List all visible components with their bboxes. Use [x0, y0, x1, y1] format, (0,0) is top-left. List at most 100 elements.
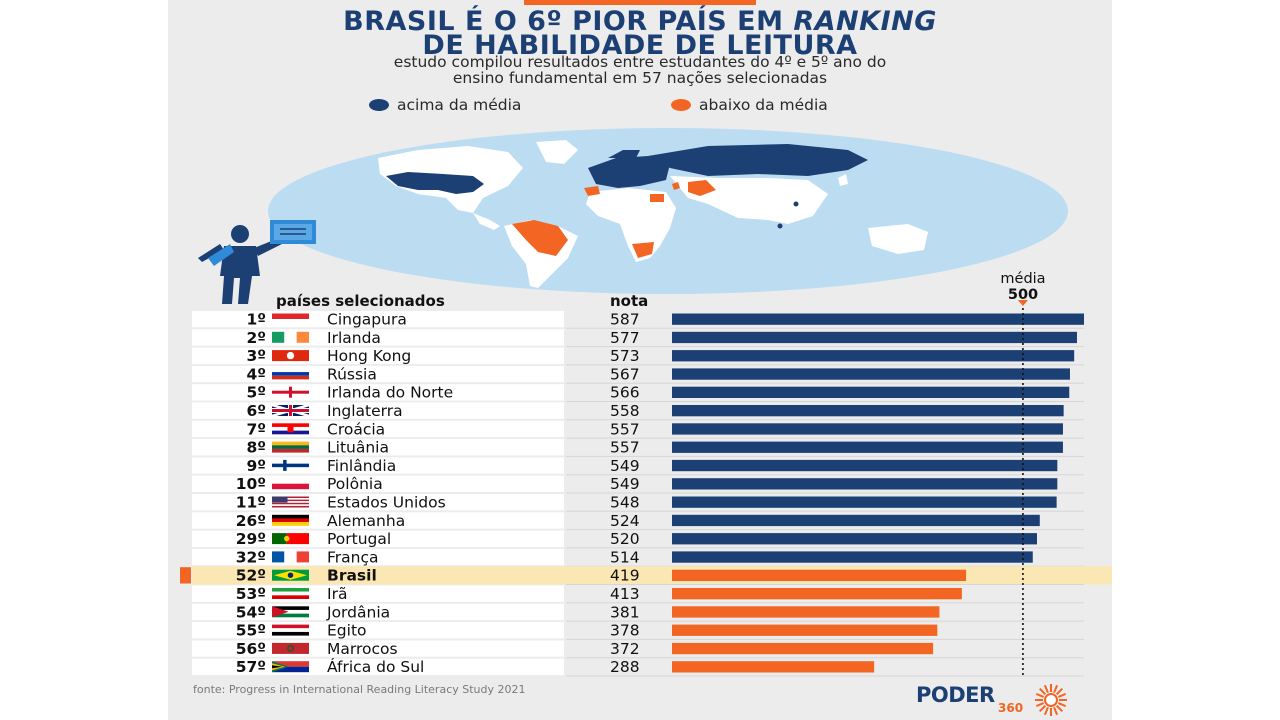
rank-label: 55º	[236, 622, 266, 640]
flag-lt-icon	[272, 445, 309, 449]
flag-za-icon	[272, 661, 309, 667]
rank-label: 10º	[236, 475, 266, 493]
flag-eg-icon	[272, 631, 309, 636]
flag-us-icon	[272, 496, 309, 499]
bar-alemanha	[672, 514, 1040, 527]
flag-za-icon	[272, 666, 309, 673]
logo-name: PODER	[916, 683, 995, 707]
score-label: 549	[610, 475, 640, 493]
bar-portugal	[672, 533, 1037, 545]
title-line-2: DE HABILIDADE DE LEITURA	[422, 30, 858, 61]
score-label: 558	[610, 402, 640, 420]
score-label: 520	[610, 530, 640, 548]
europe-shape	[588, 156, 670, 188]
flag-fr-icon	[296, 551, 309, 563]
score-label: 573	[610, 347, 640, 365]
bar-polônia	[672, 478, 1058, 490]
score-label: 419	[610, 567, 640, 585]
reference-label: média	[1000, 271, 1046, 287]
japan-land	[838, 174, 848, 186]
score-label: 587	[610, 311, 640, 329]
country-label: Finlândia	[327, 457, 396, 475]
flag-ru-icon	[272, 368, 309, 373]
flag-fi-icon	[272, 463, 309, 468]
singapore-marker	[777, 223, 783, 229]
usa-shape	[386, 172, 484, 194]
rank-label: 7º	[246, 420, 266, 438]
score-label: 557	[610, 420, 640, 438]
score-label: 514	[610, 548, 640, 566]
country-label: Jordânia	[326, 603, 390, 621]
flag-us-icon	[272, 502, 309, 505]
legend-below: abaixo da média	[671, 96, 828, 114]
person-bag	[208, 244, 234, 266]
country-label: Alemanha	[327, 512, 405, 530]
flag-za-icon	[272, 665, 283, 669]
australia-land	[868, 224, 928, 254]
flag-us-icon	[272, 498, 309, 500]
rank-label: 1º	[246, 311, 266, 329]
flag-us-icon	[272, 499, 309, 502]
world-map	[268, 128, 1068, 294]
score-label: 524	[610, 512, 640, 530]
flag-jo-icon	[272, 606, 309, 610]
country-label: Irlanda	[327, 329, 381, 347]
rank-label: 2º	[246, 329, 266, 347]
flag-fr-icon	[272, 551, 285, 563]
score-label: 378	[610, 622, 640, 640]
bar-finlândia	[672, 459, 1058, 472]
score-label: 566	[610, 384, 640, 402]
rank-label: 52º	[236, 567, 266, 585]
country-label: África do Sul	[327, 657, 424, 676]
bar-inglaterra	[672, 405, 1064, 417]
flag-ir-icon	[272, 595, 309, 599]
flag-us-icon	[272, 505, 309, 508]
flag-eg-icon	[272, 624, 309, 629]
rank-label: 11º	[236, 494, 266, 512]
flag-pt-icon	[272, 533, 287, 545]
person-body	[220, 246, 260, 304]
score-label: 372	[610, 640, 640, 658]
country-label: Cingapura	[327, 311, 407, 329]
person-reading-illustration	[198, 220, 316, 304]
greenland-land	[536, 140, 578, 164]
subtitle-line-2: ensino fundamental em 57 nações selecion…	[452, 69, 828, 87]
book-page	[274, 224, 312, 240]
flag-de-icon	[272, 518, 309, 523]
flag-ie-icon	[284, 331, 297, 343]
flag-br-icon	[287, 572, 294, 578]
flag-ir-icon	[272, 588, 309, 592]
score-label: 557	[610, 439, 640, 457]
flag-sg-icon	[272, 319, 309, 325]
country-label: Lituânia	[327, 439, 389, 457]
legend-above: acima da média	[369, 96, 521, 114]
highlight-marker	[180, 567, 191, 584]
sun-logo-icon	[1035, 684, 1067, 716]
bar-croácia	[672, 423, 1063, 435]
legend-above-swatch	[369, 99, 389, 111]
bar-irã	[672, 588, 962, 600]
rank-label: 6º	[246, 402, 266, 420]
flag-jo-icon	[272, 609, 309, 614]
rank-label: 26º	[236, 512, 266, 530]
rank-label: 9º	[246, 457, 266, 475]
reference-value: 500	[1007, 287, 1039, 303]
country-label: Irlanda do Norte	[327, 384, 453, 402]
ranking-chart: 1º Cingapura 587 2º Irlanda 577 3º Hong Kong 573…	[180, 300, 1112, 677]
central-america-land	[473, 213, 500, 230]
rank-label: 29º	[236, 530, 266, 548]
country-label: França	[327, 548, 379, 566]
flag-hk-icon	[286, 351, 295, 360]
flag-pl-icon	[272, 483, 309, 490]
legend-above-label: acima da média	[397, 96, 522, 114]
score-label: 413	[610, 585, 640, 603]
bar-cingapura	[672, 313, 1084, 325]
country-label: Inglaterra	[327, 402, 403, 420]
bar-frança	[672, 551, 1033, 563]
rank-label: 56º	[236, 640, 266, 658]
flag-pt-icon	[284, 535, 290, 542]
flag-hr-icon	[272, 423, 309, 427]
hong-kong-marker	[793, 201, 799, 207]
flag-ie-icon	[296, 331, 309, 343]
bar-rússia	[672, 368, 1070, 380]
